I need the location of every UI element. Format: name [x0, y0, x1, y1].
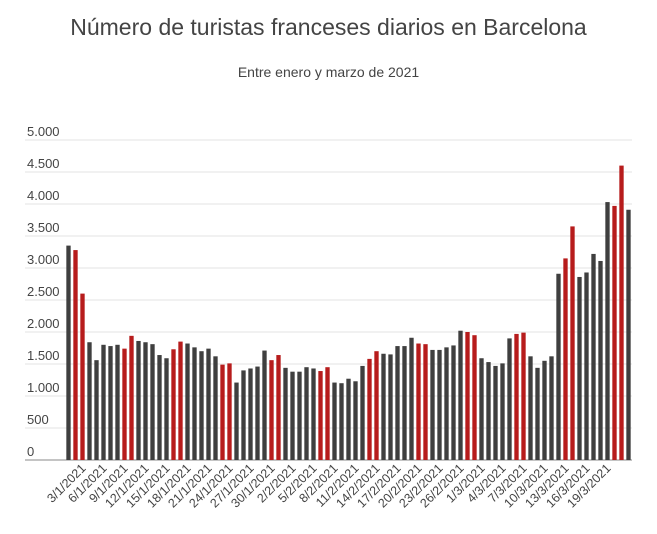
bar	[325, 367, 330, 460]
y-tick-label: 2.500	[27, 284, 60, 299]
bar	[339, 383, 344, 460]
chart-subtitle: Entre enero y marzo de 2021	[237, 64, 420, 80]
bar	[458, 330, 463, 460]
bar	[353, 381, 358, 460]
bar	[297, 371, 302, 460]
bar	[535, 367, 540, 460]
bar	[423, 344, 428, 460]
bar	[178, 341, 183, 460]
y-tick-label: 3.000	[27, 252, 60, 267]
bar	[185, 343, 190, 460]
bar	[311, 368, 316, 460]
bar	[143, 342, 148, 460]
bar	[304, 367, 309, 460]
y-tick-label: 0	[27, 444, 34, 459]
bar	[570, 226, 575, 460]
bar	[563, 258, 568, 460]
bar	[465, 332, 470, 460]
bar	[108, 346, 113, 460]
bar	[283, 367, 288, 460]
y-tick-label: 1.500	[27, 348, 60, 363]
bar	[409, 337, 414, 460]
bar	[402, 346, 407, 460]
bar	[332, 382, 337, 460]
bar	[514, 333, 519, 460]
bar	[619, 165, 624, 460]
bar	[80, 293, 85, 460]
bar	[101, 344, 106, 460]
bar	[591, 253, 596, 460]
bar	[612, 205, 617, 460]
bar	[241, 370, 246, 460]
bar	[346, 378, 351, 460]
bar	[500, 363, 505, 460]
bar	[486, 362, 491, 460]
bar	[234, 382, 239, 460]
chart-title: Número de turistas franceses diarios en …	[70, 14, 587, 40]
bar	[472, 335, 477, 460]
bar	[94, 360, 99, 460]
bar	[129, 335, 134, 460]
bar	[395, 346, 400, 460]
bar	[507, 338, 512, 460]
bar	[248, 368, 253, 460]
y-tick-label: 4.000	[27, 188, 60, 203]
bar	[549, 356, 554, 460]
bar	[577, 276, 582, 460]
bar	[430, 349, 435, 460]
bar	[444, 347, 449, 460]
bar	[437, 349, 442, 460]
bar	[528, 356, 533, 460]
bar	[374, 351, 379, 460]
bar	[479, 358, 484, 460]
bar	[381, 353, 386, 460]
bar	[269, 360, 274, 460]
bar	[199, 351, 204, 460]
bar	[598, 260, 603, 460]
bar	[192, 347, 197, 460]
bar	[66, 245, 71, 460]
bar	[220, 364, 225, 460]
bar	[416, 343, 421, 460]
bar	[276, 355, 281, 460]
bar	[451, 345, 456, 460]
bar	[122, 348, 127, 460]
bar	[255, 366, 260, 460]
bar	[164, 358, 169, 460]
bar	[157, 355, 162, 460]
bar	[493, 365, 498, 460]
bar	[227, 363, 232, 460]
bar	[171, 349, 176, 460]
bar	[262, 350, 267, 460]
bar	[136, 340, 141, 460]
bar	[213, 356, 218, 460]
y-tick-label: 500	[27, 412, 49, 427]
y-axis: 0 500 1.000 1.500 2.000 2.500 3.000 3.500 4.000 4…	[27, 124, 60, 459]
y-tick-label: 2.000	[27, 316, 60, 331]
x-axis: 3/1/20216/1/20219/1/202112/1/202115/1/20…	[44, 461, 613, 510]
bar	[367, 358, 372, 460]
bar	[542, 360, 547, 460]
bar	[150, 344, 155, 460]
bar	[626, 209, 631, 460]
y-tick-label: 4.500	[27, 156, 60, 171]
bar	[388, 354, 393, 460]
bar	[360, 365, 365, 460]
bar	[290, 371, 295, 460]
y-tick-label: 5.000	[27, 124, 60, 139]
y-tick-label: 1.000	[27, 380, 60, 395]
bar	[73, 250, 78, 460]
bar	[584, 272, 589, 460]
bar	[115, 344, 120, 460]
y-tick-label: 3.500	[27, 220, 60, 235]
bars	[66, 165, 631, 460]
bar	[521, 332, 526, 460]
bar	[206, 348, 211, 460]
bar	[318, 371, 323, 460]
bar	[87, 342, 92, 460]
bar	[605, 202, 610, 460]
bar	[556, 273, 561, 460]
